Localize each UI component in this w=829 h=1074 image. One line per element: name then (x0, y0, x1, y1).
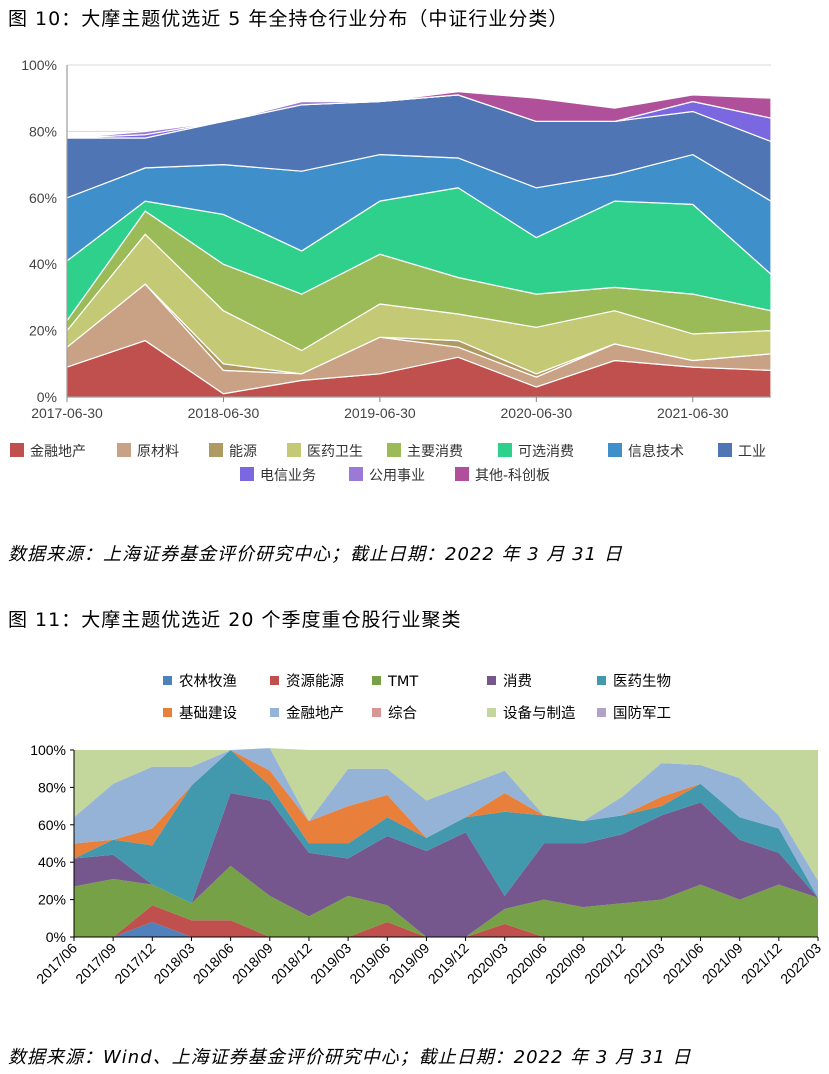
chart1-legend-swatch (10, 443, 24, 457)
chart1-legend-label: 可选消费 (518, 444, 574, 460)
chart1-legend-swatch (718, 443, 732, 457)
chart2-area-3 (74, 793, 818, 937)
chart2-x-tick: 2019/09 (385, 940, 432, 987)
chart2-legend-label: TMT (387, 674, 418, 690)
chart2-legend-swatch (597, 708, 606, 717)
chart2-legend-label: 金融地产 (286, 705, 344, 722)
chart2-x-tick: 2018/03 (150, 940, 197, 987)
chart2-x-tick: 2018/09 (229, 940, 276, 987)
chart2-legend-label: 设备与制造 (503, 705, 576, 722)
chart1-x-tick: 2020-06-30 (501, 405, 573, 421)
chart1-legend-label: 其他-科创板 (475, 468, 550, 484)
chart1-legend-swatch (240, 467, 254, 481)
chart1: 0% 20% 40% 60% 80% 100% 2017-06-30 2018-06-30 20… (10, 57, 772, 484)
chart2-x-tick: 2018/12 (268, 940, 315, 987)
chart2-legend-swatch (372, 708, 381, 717)
chart1-y-tick: 60% (29, 190, 57, 206)
chart2-area-2 (74, 865, 818, 937)
figure1-source: 数据来源：上海证券基金评价研究中心；截止日期：2022 年 3 月 31 日 (8, 544, 623, 565)
chart2-area-8 (74, 748, 818, 881)
chart2-x-tick: 2021/12 (738, 940, 785, 987)
chart2-area-9 (74, 748, 818, 750)
chart2-legend-swatch (372, 676, 381, 685)
chart2-x-tick: 2019/12 (425, 940, 472, 987)
chart2-x-tick: 2021/09 (699, 940, 746, 987)
chart2-x-tick: 2020/09 (542, 940, 589, 987)
chart2-x-tick: 2020/06 (503, 940, 550, 987)
chart2-y-tick: 0% (46, 929, 66, 945)
chart2-x-tick: 2017/12 (111, 940, 158, 987)
chart1-legend-swatch (498, 443, 512, 457)
chart2-legend-label: 国防军工 (613, 705, 671, 722)
chart2-x-tick: 2020/03 (464, 940, 511, 987)
chart1-legend-swatch (349, 467, 363, 481)
chart2-x-tick: 2017/09 (72, 940, 119, 987)
chart2-legend-label: 综合 (388, 705, 417, 722)
chart2-legend-swatch (163, 708, 172, 717)
chart2-x-tick: 2021/03 (620, 940, 667, 987)
chart2-x-tick: 2017/06 (33, 940, 80, 987)
chart1-x-tick: 2018-06-30 (188, 405, 260, 421)
chart1-y-tick: 100% (21, 57, 57, 73)
chart2-area-0 (74, 922, 818, 937)
figure1-title: 图 10：大摩主题优选近 5 年全持仓行业分布（中证行业分类） (8, 8, 569, 30)
chart2-x-tick: 2019/03 (307, 940, 354, 987)
chart1-y-tick: 0% (37, 389, 57, 405)
chart1-legend-swatch (117, 443, 131, 457)
chart2-y-tick: 20% (38, 892, 66, 908)
chart2-x-tick: 2019/06 (346, 940, 393, 987)
chart2-legend-label: 消费 (503, 673, 532, 690)
chart2-x-tick: 2022/03 (777, 940, 824, 987)
chart2-y-tick: 80% (38, 779, 66, 795)
chart2-legend-swatch (270, 708, 279, 717)
chart2-x-tick: 2020/12 (581, 940, 628, 987)
chart2-x-tick: 2021/06 (660, 940, 707, 987)
chart2-legend-label: 基础建设 (179, 705, 237, 722)
chart1-x-tick: 2021-06-30 (657, 405, 729, 421)
chart1-area-10 (66, 90, 772, 139)
chart1-legend-label: 电信业务 (260, 468, 316, 484)
chart1-x-tick: 2019-06-30 (344, 405, 416, 421)
chart2-area-6 (74, 748, 818, 898)
chart1-legend-label: 能源 (229, 444, 257, 460)
chart1-legend-swatch (455, 467, 469, 481)
chart2-legend-label: 农林牧渔 (179, 673, 237, 690)
chart1-legend-label: 原材料 (137, 444, 179, 460)
chart2-legend-label: 资源能源 (286, 673, 344, 690)
chart1-legend-swatch (387, 443, 401, 457)
chart2-y-tick: 60% (38, 817, 66, 833)
chart1-legend-swatch (209, 443, 223, 457)
chart1-y-tick: 40% (29, 256, 57, 272)
chart1-legend-label: 医药卫生 (307, 444, 363, 460)
chart1-y-tick: 20% (29, 323, 57, 339)
chart2-area-4 (74, 750, 818, 904)
chart2-legend-swatch (163, 676, 172, 685)
figure2-source: 数据来源：Wind、上海证券基金评价研究中心；截止日期：2022 年 3 月 3… (8, 1047, 692, 1068)
chart1-legend-label: 主要消费 (407, 444, 463, 460)
chart1-legend-label: 公用事业 (369, 468, 425, 484)
chart1-legend-swatch (608, 443, 622, 457)
chart1-legend-swatch (287, 443, 301, 457)
chart2-legend-swatch (487, 708, 496, 717)
chart1-x-tick: 2017-06-30 (31, 405, 103, 421)
chart2-legend-label: 医药生物 (613, 673, 671, 690)
figure2-title: 图 11：大摩主题优选近 20 个季度重仓股行业聚类 (8, 609, 462, 631)
chart2: 0%20%40%60%80%100%2017/062017/092017/122… (30, 673, 824, 987)
chart1-legend-label: 金融地产 (30, 444, 86, 460)
chart1-y-tick: 80% (29, 123, 57, 139)
chart2-y-tick: 100% (30, 742, 66, 758)
chart2-legend-swatch (270, 676, 279, 685)
chart2-x-tick: 2018/06 (190, 940, 237, 987)
chart1-legend-label: 工业 (738, 444, 766, 460)
chart1-legend-label: 信息技术 (628, 443, 684, 460)
chart2-area-1 (74, 905, 818, 937)
chart2-legend-swatch (597, 676, 606, 685)
chart2-legend-swatch (487, 676, 496, 685)
chart2-y-tick: 40% (38, 854, 66, 870)
